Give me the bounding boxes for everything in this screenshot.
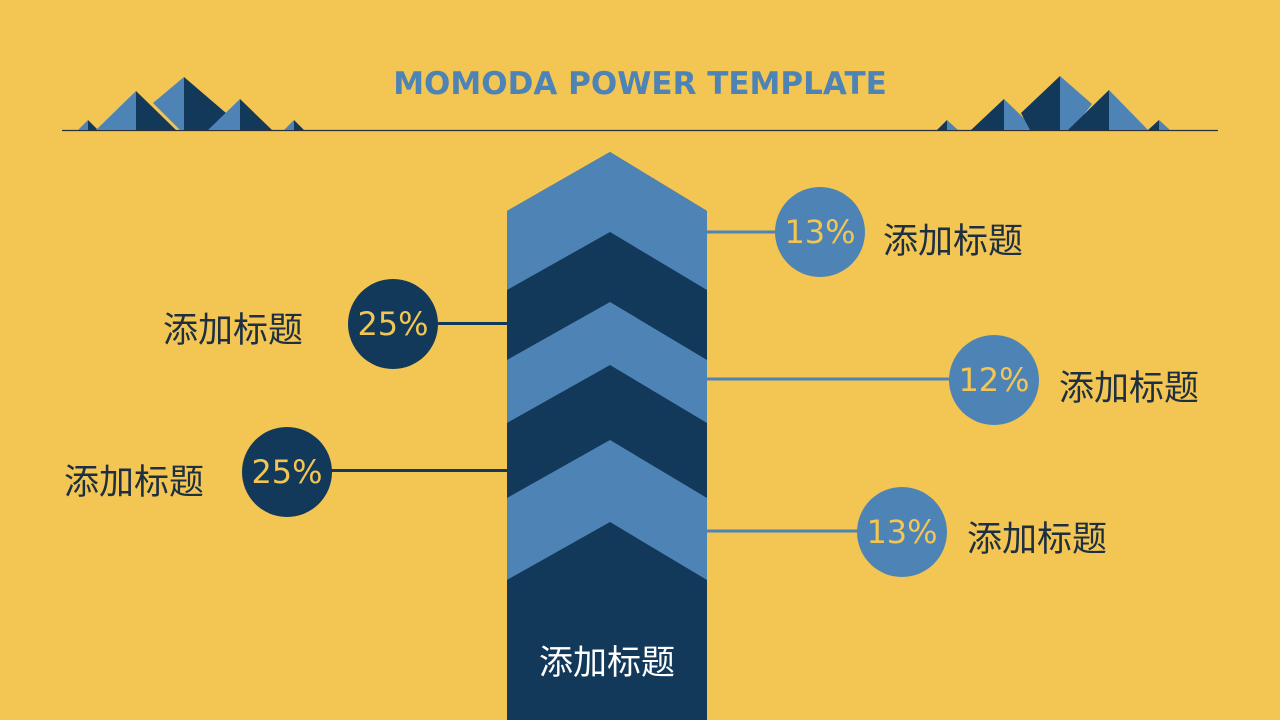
percent-circle-right-3: 13% (857, 487, 947, 577)
item-label-left-1: 添加标题 (163, 311, 304, 351)
percent-value: 12% (958, 361, 1030, 399)
pyramids-icon-left (78, 77, 304, 130)
center-label: 添加标题 (539, 643, 675, 683)
percent-value: 25% (357, 305, 429, 343)
item-label-right-2: 添加标题 (1059, 369, 1200, 409)
item-label-right-1: 添加标题 (883, 222, 1024, 262)
percent-circle-left-1: 25% (348, 279, 438, 369)
percent-circle-right-1: 13% (775, 187, 865, 277)
percent-value: 13% (866, 513, 938, 551)
item-label-right-3: 添加标题 (967, 520, 1108, 560)
percent-circle-right-2: 12% (949, 335, 1039, 425)
connector-lines (330, 230, 952, 533)
page-title: MOMODA POWER TEMPLATE (393, 66, 887, 102)
item-label-left-2: 添加标题 (64, 463, 205, 503)
chevron-arrow-icon (507, 152, 707, 720)
percent-value: 13% (784, 213, 856, 251)
percent-value: 25% (251, 453, 323, 491)
pyramids-icon-right (937, 76, 1170, 130)
percent-circle-left-2: 25% (242, 427, 332, 517)
